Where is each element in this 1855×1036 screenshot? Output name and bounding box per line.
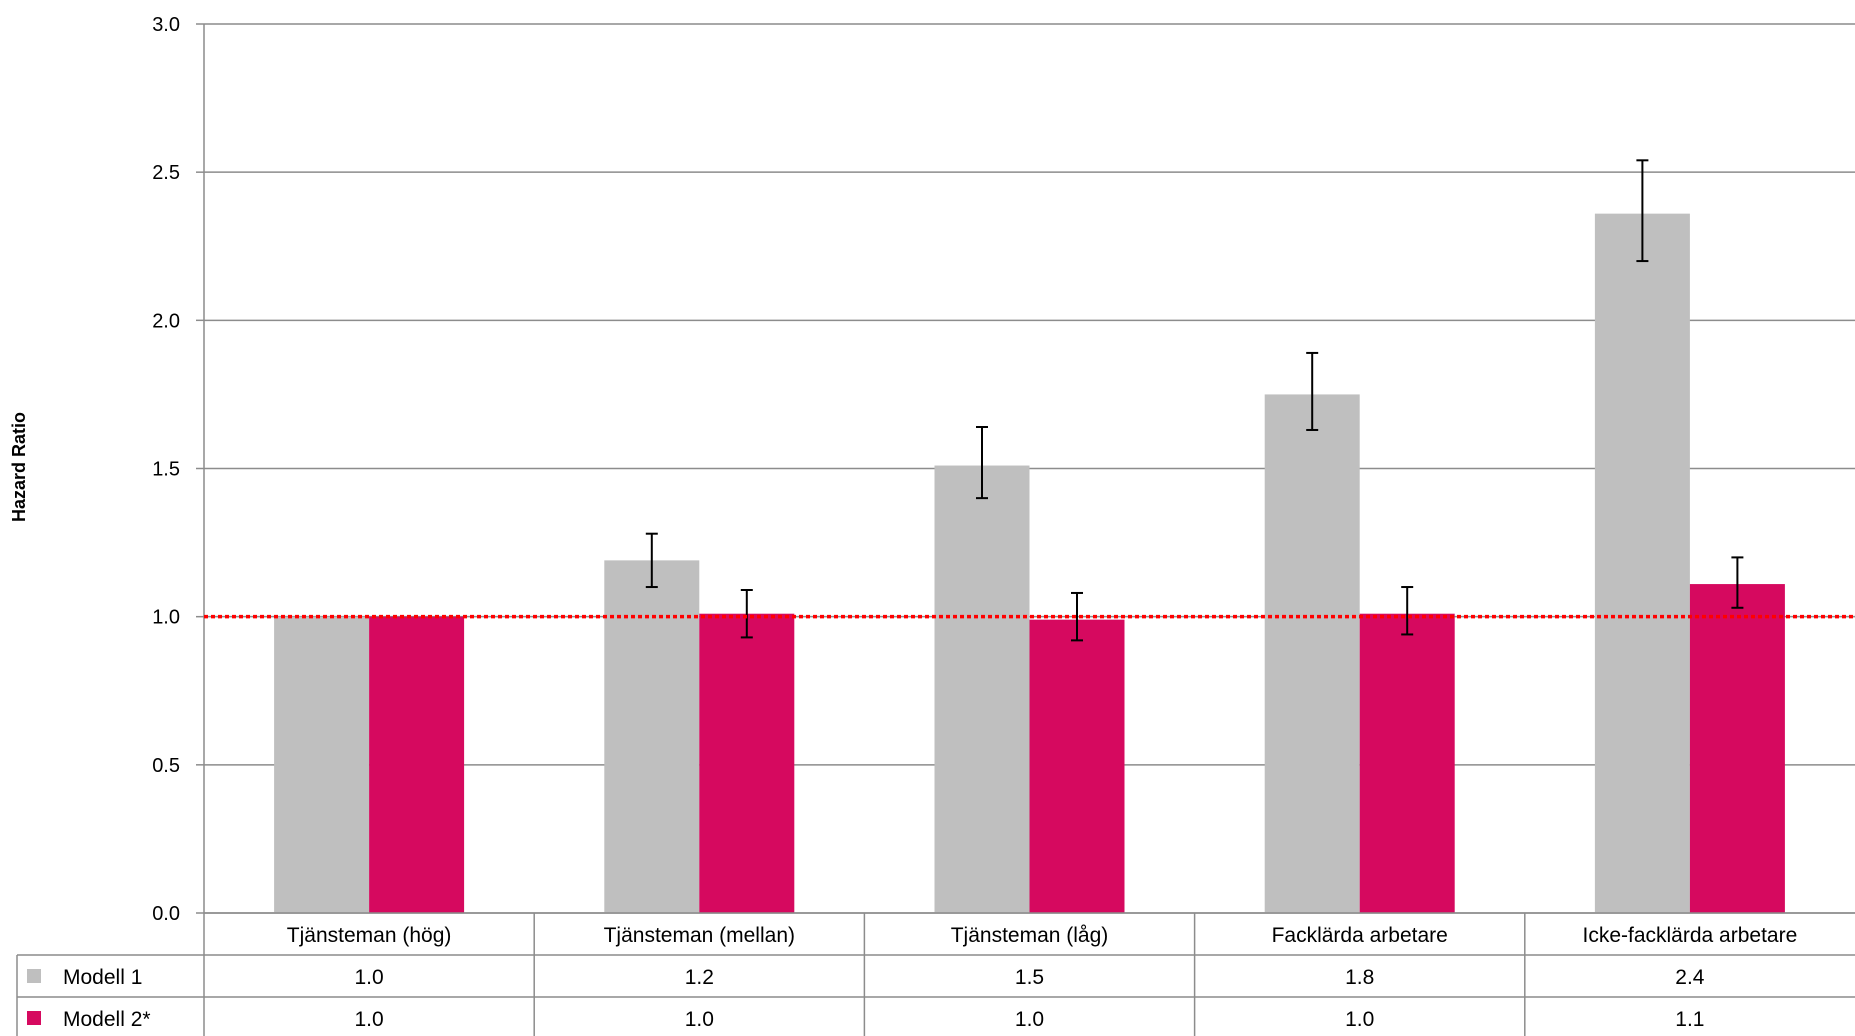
y-tick-label: 0.5	[152, 755, 180, 777]
error-bar	[1306, 351, 1319, 431]
legend-swatch	[27, 1011, 41, 1025]
bar	[1029, 619, 1125, 913]
y-tick-label: 0.0	[152, 903, 180, 925]
bar	[369, 616, 465, 913]
legend-swatch	[27, 969, 41, 983]
bars	[274, 213, 1785, 914]
error-bar	[1636, 159, 1649, 263]
error-bar	[1731, 556, 1744, 609]
y-tick-label: 1.5	[152, 459, 180, 481]
table-value: 1.8	[1345, 966, 1374, 989]
x-category-label: Tjänsteman (hög)	[287, 924, 452, 947]
bar	[1359, 613, 1455, 913]
table-value: 2.4	[1675, 966, 1705, 989]
table-value: 1.0	[354, 966, 383, 989]
error-bar	[1401, 586, 1414, 636]
table-value: 1.5	[1015, 966, 1044, 989]
x-category-label: Icke-facklärda arbetare	[1583, 924, 1798, 947]
table-value: 1.0	[354, 1008, 383, 1031]
y-tick-label: 3.0	[152, 14, 180, 36]
y-tick-label: 2.5	[152, 162, 180, 184]
y-tick-label: 2.0	[152, 310, 180, 332]
error-bar	[976, 426, 988, 500]
error-bar	[645, 532, 658, 589]
table-value: 1.1	[1675, 1008, 1704, 1031]
table-value: 1.0	[1345, 1008, 1374, 1031]
bar	[699, 613, 795, 913]
bar	[1689, 584, 1785, 913]
bar	[934, 465, 1030, 913]
legend-label: Modell 1	[63, 966, 142, 989]
x-category-label: Tjänsteman (mellan)	[604, 924, 795, 947]
data-table: Tjänsteman (hög) Tjänsteman (mellan) Tjäns…	[16, 912, 1855, 1036]
error-bars	[645, 159, 1744, 642]
table-value: 1.2	[685, 966, 714, 989]
error-bar	[740, 588, 753, 639]
bar	[274, 616, 370, 913]
bar	[604, 560, 700, 913]
y-axis-ticks: 0.0 0.5 1.0 1.5 2.0 2.5 3.0	[152, 14, 180, 925]
legend-label: Modell 2*	[63, 1008, 151, 1031]
y-axis-label: Hazard Ratio	[9, 412, 29, 522]
table-value: 1.0	[1015, 1008, 1044, 1031]
x-category-label: Tjänsteman (låg)	[951, 924, 1109, 947]
bar	[1594, 213, 1690, 914]
table-value: 1.0	[685, 1008, 714, 1031]
x-category-label: Facklärda arbetare	[1272, 924, 1448, 947]
bar	[1264, 394, 1360, 914]
error-bar	[1071, 591, 1083, 642]
y-tick-label: 1.0	[152, 607, 180, 629]
